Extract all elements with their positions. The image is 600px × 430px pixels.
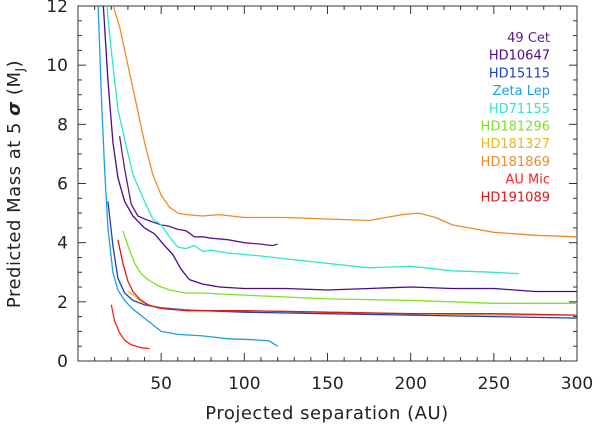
y-axis-title-close: ) [4, 60, 25, 68]
x-tick-label: 50 [150, 374, 172, 394]
y-tick-label: 12 [46, 0, 68, 17]
legend-entry-hd181869: HD181869 [481, 155, 550, 170]
series-line-49-cet [118, 136, 278, 247]
series-line-hd181869 [112, 6, 577, 238]
y-axis-title-main: Predicted Mass at 5 [4, 116, 25, 308]
series-line-hd71155 [106, 6, 519, 275]
legend-entry-hd10647: HD10647 [489, 49, 550, 64]
y-axis-title-sigma: σ [4, 101, 25, 116]
series-line-zeta-lep [97, 6, 278, 347]
y-tick-label: 2 [57, 293, 68, 313]
x-tick-label: 150 [311, 374, 343, 394]
x-tick-label: 200 [394, 374, 426, 394]
x-tick-label: 100 [228, 374, 260, 394]
y-tick-label: 8 [57, 115, 68, 135]
series-line-au-mic [110, 304, 150, 350]
y-axis-title-subscript: J [13, 67, 27, 72]
x-axis-title: Projected separation (AU) [205, 403, 448, 424]
legend-entry-hd181296: HD181296 [481, 120, 550, 135]
series-line-hd181296 [122, 230, 577, 304]
legend-entry-hd71155: HD71155 [489, 102, 550, 117]
y-tick-label: 0 [57, 352, 68, 372]
series-line-hd10647 [102, 6, 577, 293]
series-line-hd15115 [107, 201, 577, 319]
legend-entry-hd181327: HD181327 [481, 137, 550, 152]
series-line-hd191089 [117, 239, 577, 316]
y-tick-label: 6 [57, 175, 68, 195]
x-tick-label: 300 [561, 374, 593, 394]
legend-entry-hd15115: HD15115 [489, 66, 550, 81]
y-axis-title-unit: (M [4, 72, 25, 102]
legend-entry-au-mic: AU Mic [505, 173, 550, 188]
y-tick-label: 10 [46, 56, 68, 76]
legend-entry-49-cet: 49 Cet [507, 31, 550, 46]
x-tick-label: 250 [478, 374, 510, 394]
y-tick-label: 4 [57, 234, 68, 254]
legend-entry-hd191089: HD191089 [481, 190, 550, 205]
legend-entry-zeta-lep: Zeta Lep [493, 84, 550, 99]
y-axis-title: Predicted Mass at 5 σ (MJ) [4, 60, 27, 308]
